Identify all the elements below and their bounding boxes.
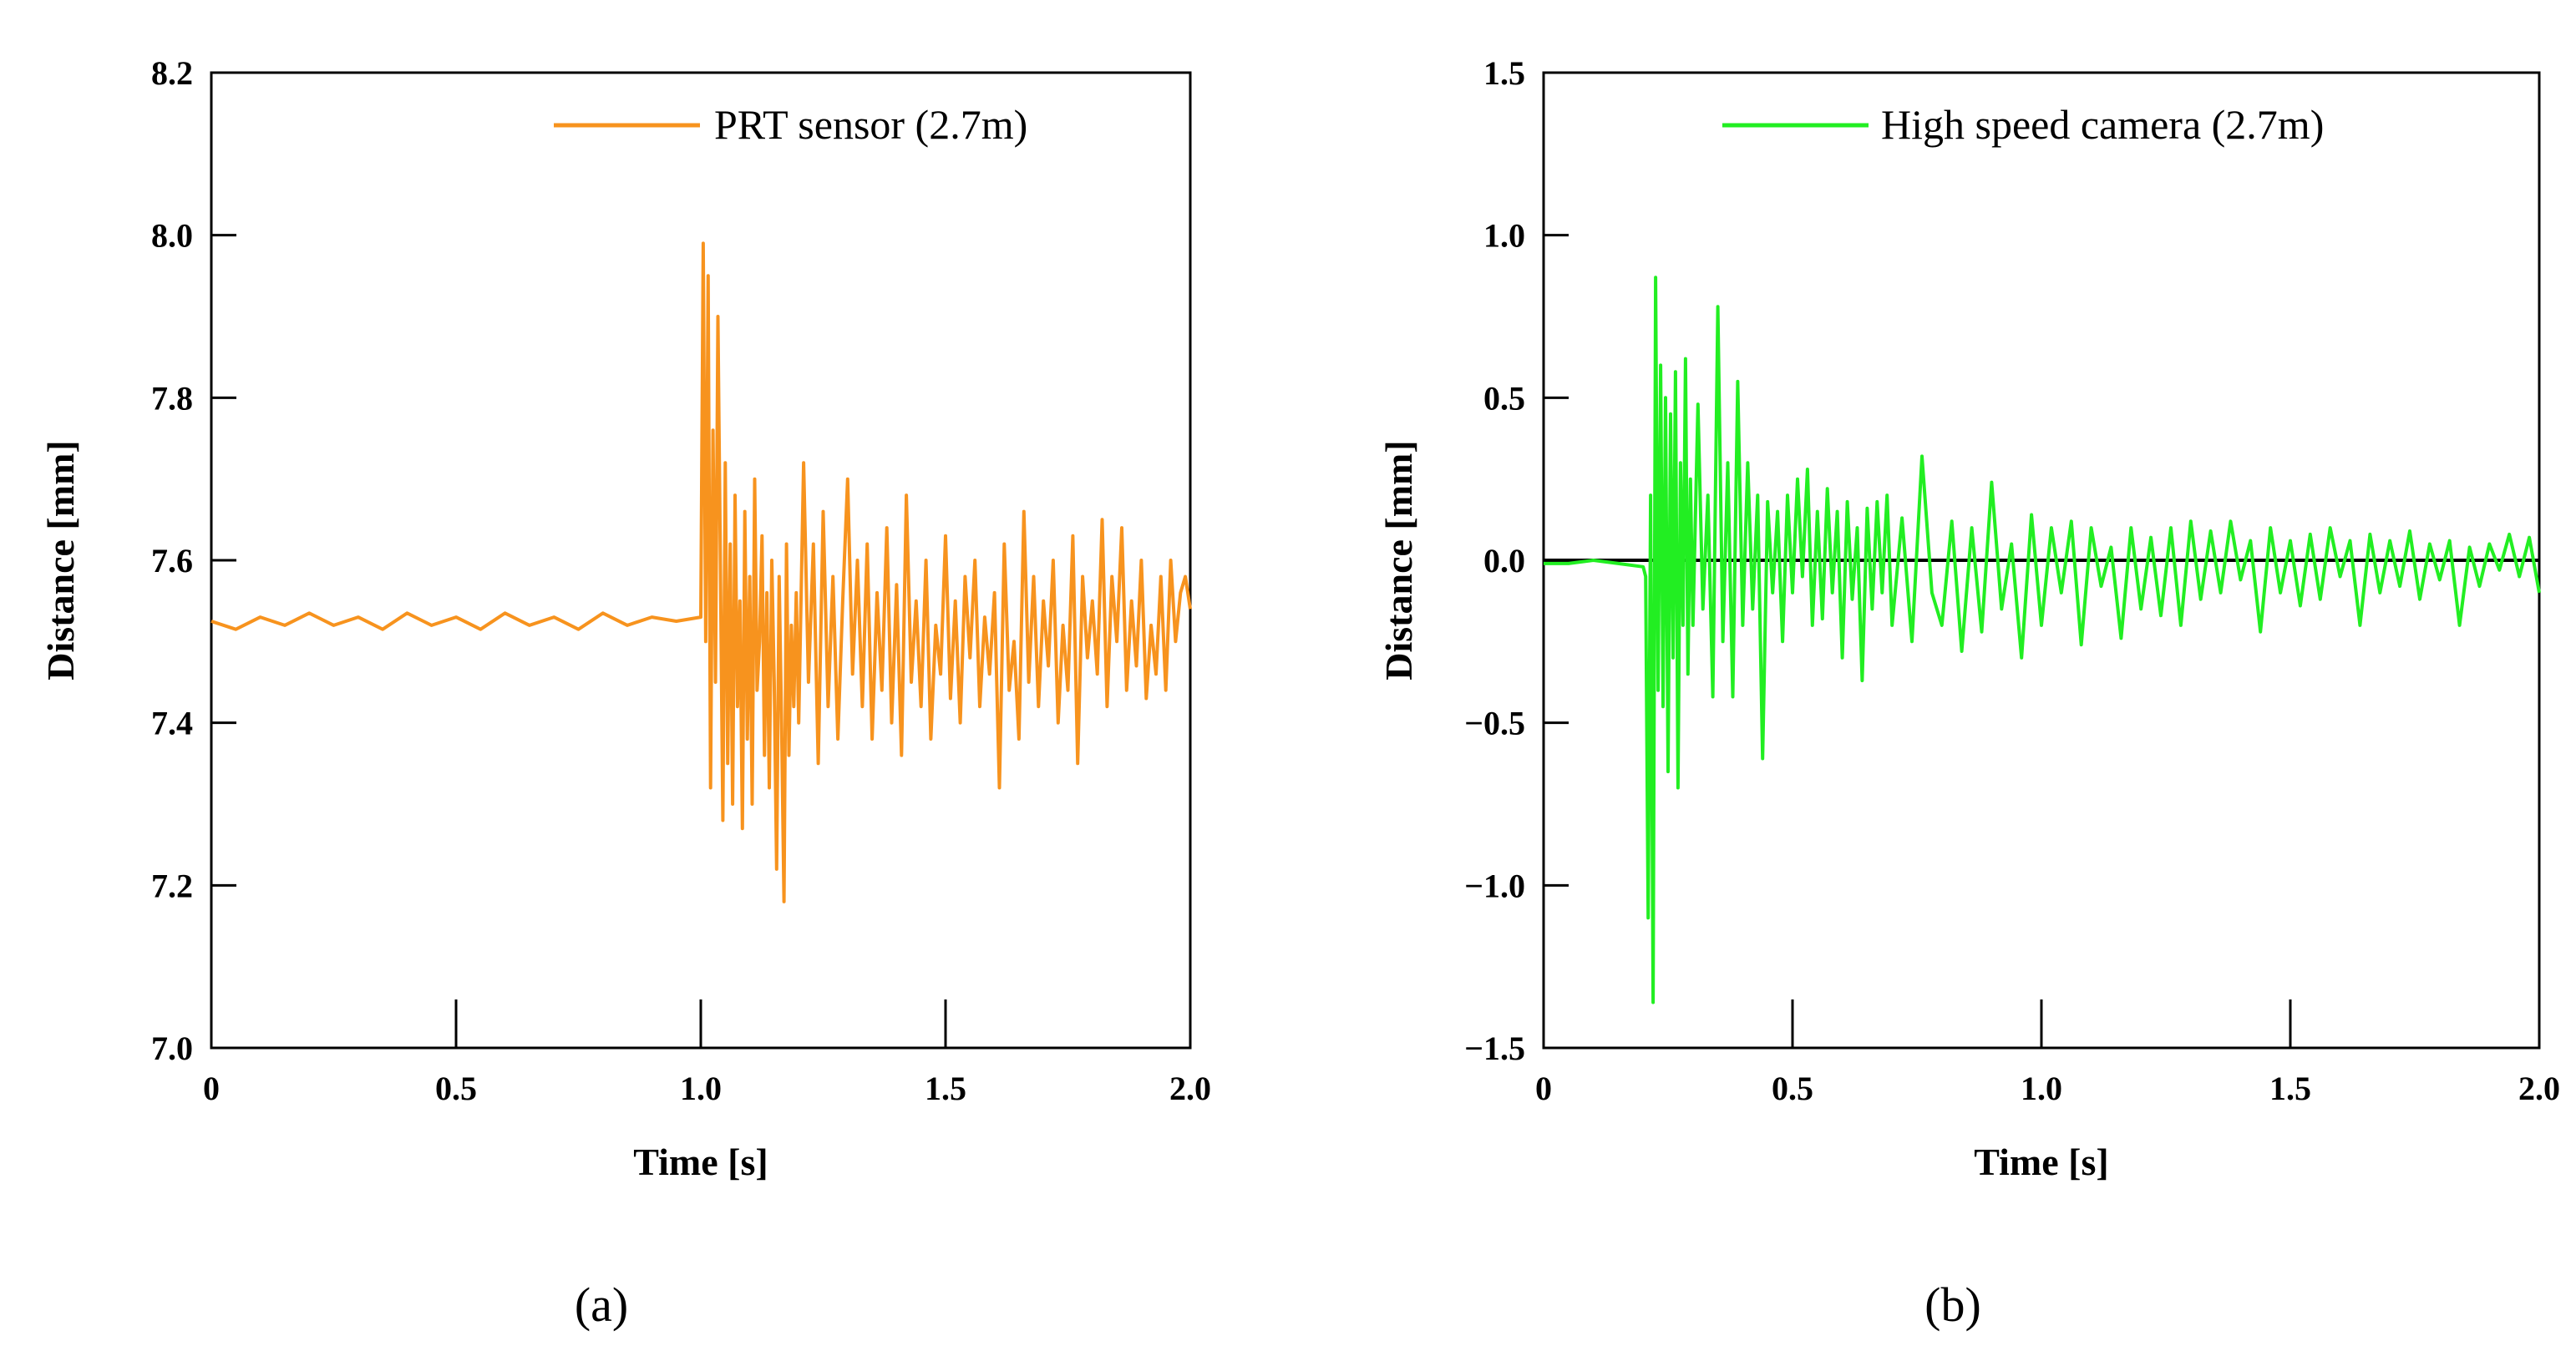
y-tick-label: 8.2 (151, 54, 193, 92)
y-tick-label: 0.0 (1483, 542, 1525, 579)
x-tick-label: 0 (203, 1070, 220, 1107)
y-tick-label: −0.5 (1464, 705, 1525, 742)
x-axis-label: Time [s] (1974, 1141, 2108, 1183)
x-tick-label: 0.5 (1772, 1070, 1813, 1107)
x-tick-label: 1.5 (925, 1070, 966, 1107)
y-tick-label: 7.8 (151, 379, 193, 417)
x-tick-label: 1.5 (2269, 1070, 2311, 1107)
y-tick-label: 7.0 (151, 1030, 193, 1067)
series-line (210, 241, 1192, 903)
y-tick-label: 0.5 (1483, 379, 1525, 417)
x-tick-label: 1.0 (2021, 1070, 2062, 1107)
y-tick-label: 1.5 (1483, 54, 1525, 92)
chart-panel-a: 0 0.5 1.0 1.5 2.0 7.0 7.2 7.4 7.6 7.8 8.0 8.2 Time [… (39, 54, 1211, 1332)
chart-panel-b: 0 0.5 1.0 1.5 2.0 −1.5 −1.0 −0.5 0.0 0.5 1.0 1.5 Tim… (1377, 54, 2560, 1332)
y-tick-label: 7.4 (151, 705, 193, 742)
x-tick-label: 0.5 (435, 1070, 477, 1107)
y-tick-label: 7.2 (151, 867, 193, 904)
panel-label: (a) (575, 1278, 628, 1332)
panel-label: (b) (1924, 1278, 1981, 1332)
y-tick-label: 8.0 (151, 217, 193, 255)
x-tick-label: 0 (1535, 1070, 1552, 1107)
x-tick-label: 1.0 (680, 1070, 722, 1107)
y-axis-label: Distance [mm] (1377, 440, 1420, 680)
legend-label: High speed camera (2.7m) (1881, 101, 2324, 148)
y-tick-label: −1.0 (1464, 867, 1525, 904)
y-tick-label: −1.5 (1464, 1030, 1525, 1067)
y-tick-label: 7.6 (151, 542, 193, 579)
y-tick-label: 1.0 (1483, 217, 1525, 255)
legend-label: PRT sensor (2.7m) (714, 101, 1027, 148)
x-tick-label: 2.0 (1169, 1070, 1211, 1107)
series-line (1544, 276, 2541, 1004)
y-axis-label: Distance [mm] (39, 440, 82, 680)
x-axis-label: Time [s] (633, 1141, 768, 1183)
x-tick-label: 2.0 (2518, 1070, 2560, 1107)
